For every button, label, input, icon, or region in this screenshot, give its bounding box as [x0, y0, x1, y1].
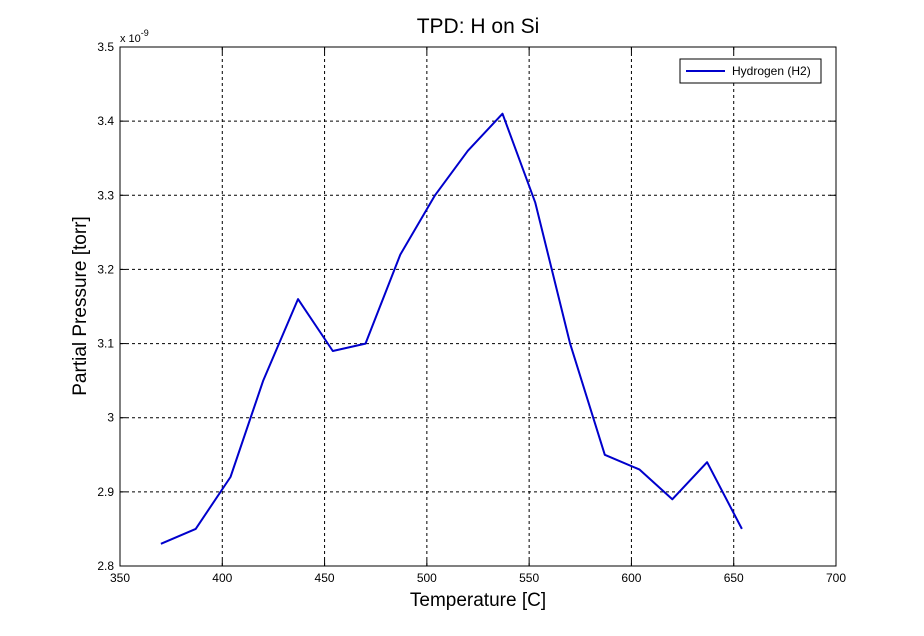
chart-title: TPD: H on Si — [417, 15, 540, 38]
grid-lines — [120, 47, 836, 566]
x-tick-label: 350 — [110, 571, 130, 585]
plot-frame — [119, 46, 837, 567]
y-tick-label: 2.9 — [97, 485, 114, 499]
y-tick-label: 3.3 — [97, 188, 114, 202]
y-axis-multiplier: x 10-9 — [120, 28, 149, 45]
y-tick-label: 3.2 — [97, 262, 114, 276]
x-tick-label: 400 — [212, 571, 232, 585]
y-tick-label: 3.1 — [97, 337, 114, 351]
x-tick-label: 650 — [724, 571, 744, 585]
y-tick-label: 3 — [107, 411, 114, 425]
tick-marks — [119, 46, 837, 567]
y-tick-labels: 2.8 2.9 3 3.1 3.2 3.3 3.4 3.5 — [97, 40, 114, 573]
series-layer — [160, 112, 743, 545]
y-axis-title: Partial Pressure [torr] — [70, 216, 91, 396]
y-tick-label: 3.4 — [97, 114, 114, 128]
y-axis-multiplier-base: x 10 — [120, 33, 141, 45]
y-tick-label: 2.8 — [97, 559, 114, 573]
y-tick-label: 3.5 — [97, 40, 114, 54]
x-tick-label: 550 — [519, 571, 539, 585]
y-axis-multiplier-exponent: -9 — [141, 28, 149, 38]
legend: Hydrogen (H2) — [679, 58, 822, 84]
x-tick-label: 700 — [826, 571, 846, 585]
plot-area — [120, 47, 836, 566]
legend-label-hydrogen: Hydrogen (H2) — [732, 64, 811, 78]
x-axis-title: Temperature [C] — [410, 590, 546, 611]
series-line-hydrogen — [160, 112, 743, 545]
x-tick-labels: 350 400 450 500 550 600 650 700 — [110, 571, 846, 585]
x-tick-label: 450 — [315, 571, 335, 585]
x-tick-label: 500 — [417, 571, 437, 585]
x-tick-label: 600 — [621, 571, 641, 585]
